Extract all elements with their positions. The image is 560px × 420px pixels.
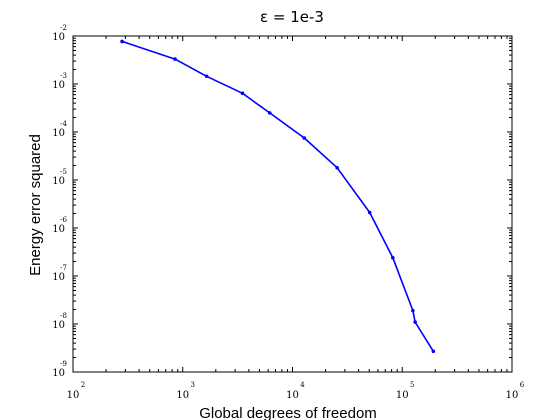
x-tick-label: 10 — [506, 390, 519, 401]
x-tick-exponent: 3 — [191, 381, 195, 389]
data-point — [173, 57, 177, 61]
x-tick-label: 10 — [176, 390, 189, 401]
y-tick-label: 10 — [52, 128, 65, 139]
data-point — [120, 39, 124, 44]
data-point — [267, 111, 272, 115]
y-tick-label: 10 — [52, 320, 65, 331]
data-point — [411, 308, 415, 313]
y-tick-label: 10 — [52, 176, 65, 187]
x-tick-exponent: 4 — [300, 381, 305, 389]
y-tick-label: 10 — [52, 368, 65, 379]
y-tick-exponent: -4 — [60, 120, 67, 128]
chart-title: ε = 1e-3 — [260, 8, 324, 26]
series-layer — [120, 39, 436, 354]
y-tick-exponent: -6 — [60, 216, 67, 224]
y-tick-exponent: -5 — [60, 168, 67, 176]
y-tick-labels: 10-910-810-710-610-510-410-310-2 — [52, 24, 67, 379]
data-point — [302, 136, 307, 140]
x-tick-label: 10 — [396, 390, 409, 401]
y-tick-exponent: -2 — [60, 24, 67, 32]
y-tick-label: 10 — [52, 272, 65, 283]
x-axis-label: Global degrees of freedom — [199, 405, 377, 420]
x-tick-label: 10 — [67, 390, 80, 401]
x-tick-exponent: 6 — [520, 381, 525, 389]
data-point — [367, 210, 372, 215]
data-point — [390, 255, 395, 260]
data-point — [204, 74, 209, 79]
y-tick-exponent: -8 — [60, 312, 67, 320]
tick-marks — [72, 35, 513, 373]
data-point — [240, 91, 245, 96]
series-line — [121, 40, 434, 352]
y-tick-label: 10 — [52, 80, 65, 91]
data-point — [413, 320, 417, 324]
y-tick-label: 10 — [52, 32, 65, 43]
y-axis-label: Energy error squared — [27, 134, 44, 276]
y-tick-exponent: -7 — [60, 264, 67, 272]
x-tick-exponent: 2 — [81, 381, 85, 389]
y-tick-exponent: -9 — [60, 360, 67, 368]
y-tick-label: 10 — [52, 224, 65, 235]
data-point — [431, 349, 436, 354]
y-tick-exponent: -3 — [60, 72, 67, 80]
x-tick-label: 10 — [286, 390, 299, 401]
data-point — [335, 165, 339, 170]
x-tick-exponent: 5 — [410, 381, 414, 389]
